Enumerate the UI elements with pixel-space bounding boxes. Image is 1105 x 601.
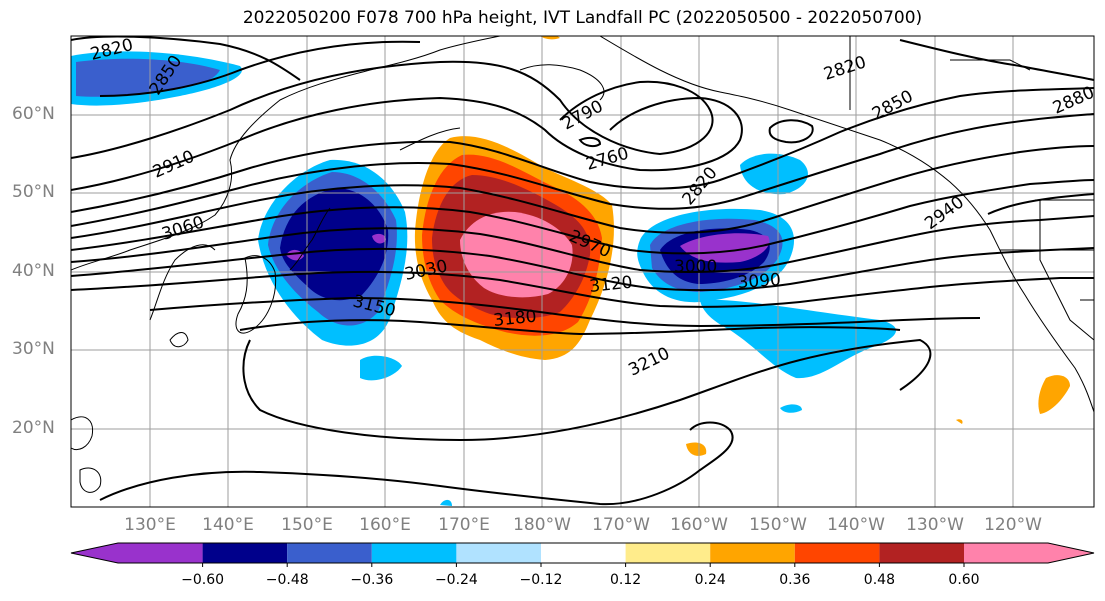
lon-label: 120°W [984,515,1042,535]
map-frame [70,35,1095,508]
map-title: 2022050200 F078 700 hPa height, IVT Land… [242,8,923,28]
colorbar-tick-label: 0.48 [863,572,895,588]
lon-label: 170°W [592,515,650,535]
colorbar-segment [202,543,288,563]
lat-label: 30°N [12,339,55,359]
contour-label: 3090 [737,270,782,293]
ivt-neg-gulf [360,153,897,506]
colorbar-tick-label: −0.60 [181,572,225,588]
colorbar-tick-label: 0.36 [779,572,811,588]
colorbar-tick-label: −0.48 [265,572,309,588]
colorbar-segment [541,543,626,563]
contour-label: 2760 [584,144,631,175]
height-contours [71,36,1094,506]
lon-label: 180°W [513,515,571,535]
colorbar-tick-label: −0.24 [434,572,478,588]
colorbar-outline [70,542,1095,564]
map-plot-area: 2820 2850 2790 2760 2820 2850 2880 2910 … [71,36,1094,507]
lon-label: 160°W [670,515,728,535]
colorbar-extend-max [1048,543,1094,563]
lon-label: 170°E [438,515,490,535]
coastlines [71,36,1094,493]
colorbar-tick-label: 0.24 [694,572,726,588]
lat-label: 40°N [12,261,55,281]
lon-label: 140°W [827,515,885,535]
contour-label: 2850 [869,86,917,124]
graticule [71,36,1094,507]
contour-label: 3120 [588,273,633,297]
colorbar-tick-label: 0.60 [948,572,980,588]
colorbar-tick-label: −0.36 [350,572,394,588]
colorbar [70,542,1095,567]
colorbar-tick-label: −0.12 [519,572,563,588]
contour-label: 3000 [674,257,717,277]
lon-label: 130°W [906,515,964,535]
lat-label: 60°N [12,104,55,124]
contour-label: 3060 [159,212,206,244]
contour-label: 2910 [150,147,198,183]
colorbar-segment [456,543,541,563]
colorbar-segment [371,543,457,563]
colorbar-segment [879,543,964,563]
colorbar-extend-min [71,543,118,563]
colorbar-segment [287,543,372,563]
colorbar-segment [710,543,795,563]
contour-label: 3180 [492,307,537,331]
colorbar-segment [794,543,880,563]
contour-label: 2820 [821,52,868,84]
lat-label: 50°N [12,182,55,202]
lon-label: 160°E [359,515,411,535]
colorbar-segment [625,543,711,563]
lon-label: 150°E [281,515,333,535]
lat-label: 20°N [12,418,55,438]
ivt-pos-small [540,36,1070,456]
colorbar-segment [964,543,1048,563]
colorbar-tick-label: 0.12 [610,572,642,588]
lon-label: 150°W [749,515,807,535]
colorbar-segment [118,543,203,563]
contour-label: 3210 [625,344,673,381]
lon-label: 140°E [202,515,254,535]
lon-label: 130°E [124,515,176,535]
